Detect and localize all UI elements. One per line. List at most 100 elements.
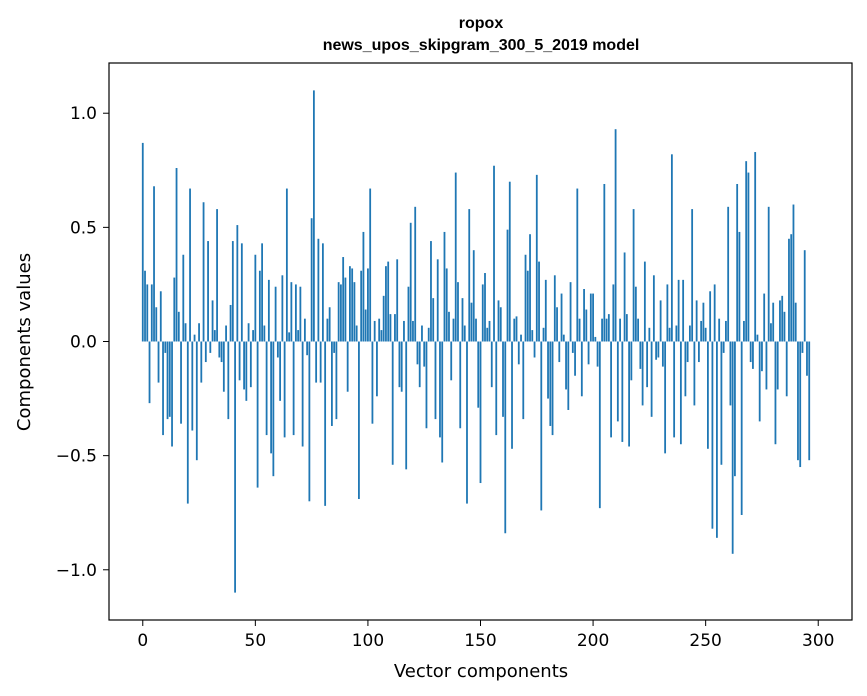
bar-component-280	[772, 302, 775, 342]
bar-component-276	[763, 293, 766, 342]
x-tick-label: 50	[245, 631, 267, 651]
bar-component-216	[628, 341, 630, 447]
bar-component-167	[517, 341, 520, 365]
bar-component-107	[382, 295, 385, 342]
bar-component-80	[321, 243, 324, 342]
bar-component-100	[367, 268, 369, 342]
bar-component-61	[279, 341, 282, 401]
bar-component-144	[466, 341, 468, 504]
bar-component-128	[430, 241, 432, 342]
bar-component-200	[592, 293, 594, 342]
bar-component-101	[369, 188, 372, 342]
bar-component-169	[522, 341, 525, 420]
bar-component-273	[756, 334, 759, 342]
bar-component-43	[238, 341, 241, 381]
bar-component-126	[425, 341, 428, 429]
bar-component-49	[252, 330, 254, 342]
bar-component-266	[740, 341, 743, 515]
bar-component-8	[159, 291, 162, 342]
bar-component-47	[247, 323, 250, 342]
bar-component-171	[526, 270, 529, 342]
bar-component-30	[209, 341, 212, 353]
bar-component-269	[747, 172, 750, 342]
bar-component-225	[648, 327, 651, 342]
bar-component-11	[166, 341, 169, 420]
bar-component-236	[673, 341, 676, 438]
bar-component-36	[222, 341, 225, 392]
bar-component-278	[767, 206, 770, 342]
bar-component-205	[603, 183, 606, 342]
bar-component-199	[589, 293, 592, 342]
bar-component-25	[198, 323, 200, 342]
bar-component-151	[481, 284, 484, 342]
bar-component-81	[324, 341, 327, 506]
bar-component-52	[258, 270, 261, 342]
bar-component-68	[294, 284, 297, 342]
bar-component-12	[168, 341, 171, 417]
bar-component-58	[272, 341, 275, 477]
bar-component-77	[315, 341, 318, 383]
bar-component-34	[218, 341, 221, 358]
bar-component-250	[704, 327, 707, 342]
bar-component-127	[427, 327, 430, 342]
bar-component-17	[180, 341, 182, 424]
bar-component-62	[281, 275, 284, 342]
bar-component-130	[434, 341, 437, 420]
bar-component-139	[454, 172, 457, 342]
bar-component-24	[195, 341, 198, 461]
bar-component-7	[157, 341, 160, 383]
bar-component-201	[594, 336, 597, 342]
bar-component-193	[576, 188, 579, 342]
bar-component-259	[725, 320, 727, 342]
bar-component-289	[792, 204, 795, 342]
bar-component-214	[623, 252, 626, 342]
bar-component-184	[556, 307, 558, 342]
bar-component-166	[515, 316, 518, 342]
bar-component-292	[799, 341, 802, 468]
bar-component-208	[610, 341, 612, 438]
bar-component-106	[380, 330, 383, 342]
bar-component-118	[407, 286, 410, 342]
bar-component-204	[601, 318, 603, 342]
bar-component-261	[729, 341, 732, 406]
y-axis-ticks: −1.0 −0.5 0.0 0.5 1.0	[56, 104, 109, 581]
bar-component-14	[173, 277, 176, 342]
bar-component-270	[749, 341, 752, 363]
bar-component-69	[297, 330, 300, 342]
bar-component-239	[679, 341, 682, 445]
bar-component-218	[632, 209, 635, 342]
bar-component-164	[511, 341, 513, 449]
bar-component-212	[619, 318, 621, 342]
bar-component-50	[254, 254, 257, 342]
bar-component-233	[666, 284, 669, 342]
bar-component-111	[391, 341, 394, 465]
chart-subtitle: news_upos_skipgram_300_5_2019 model	[323, 37, 640, 54]
bar-component-120	[412, 320, 414, 342]
bar-component-274	[758, 341, 761, 422]
bar-component-222	[641, 341, 644, 406]
bar-component-286	[785, 341, 788, 397]
bar-component-5	[153, 186, 155, 342]
bar-component-203	[598, 341, 601, 509]
bar-component-227	[652, 275, 655, 342]
bar-component-92	[349, 266, 351, 342]
bar-component-217	[630, 341, 633, 381]
bar-component-23	[193, 334, 196, 342]
bar-component-252	[709, 291, 712, 342]
bar-component-157	[495, 341, 498, 436]
bar-component-172	[529, 234, 531, 342]
bar-component-283	[779, 300, 781, 342]
bar-component-187	[562, 334, 565, 342]
bar-component-213	[621, 341, 624, 442]
bar-component-44	[240, 243, 243, 342]
bar-component-254	[713, 284, 716, 342]
bar-component-264	[736, 183, 739, 342]
bar-component-117	[405, 341, 408, 470]
bar-component-160	[502, 341, 504, 417]
bar-component-262	[731, 341, 734, 554]
bar-component-60	[276, 341, 279, 358]
bar-component-207	[607, 314, 610, 342]
bar-component-90	[344, 277, 347, 342]
bar-component-124	[421, 325, 423, 342]
bar-component-288	[790, 234, 793, 342]
